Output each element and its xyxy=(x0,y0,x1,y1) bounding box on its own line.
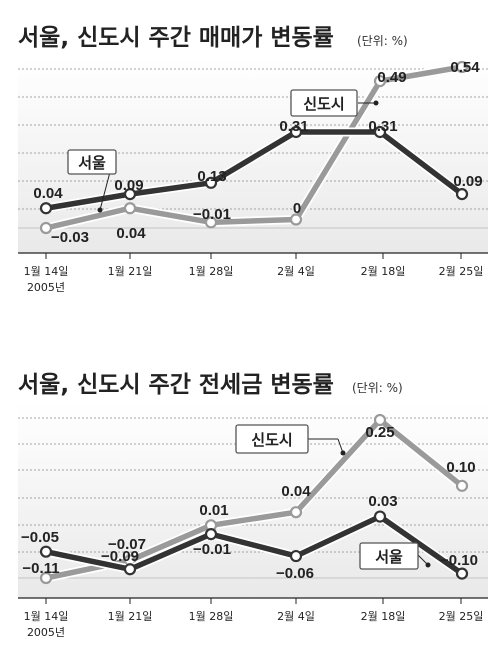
data-point xyxy=(39,571,53,585)
data-label: −0.09 xyxy=(101,548,139,565)
data-point xyxy=(204,176,218,189)
data-label: 0.13 xyxy=(197,168,226,185)
chart-2-value-labels: −0.11 −0.07 0.01 0.04 0.25 0.10 −0.05 −0.09 −0.0… xyxy=(21,424,478,582)
data-point xyxy=(455,60,469,74)
tick-label: 1월 21일 xyxy=(108,264,153,278)
data-label: −0.03 xyxy=(51,229,89,246)
data-point xyxy=(455,188,469,201)
tick-label: 1월 28일 xyxy=(189,264,234,278)
data-label: 0.04 xyxy=(116,225,146,242)
data-label: 0 xyxy=(293,200,301,217)
data-point xyxy=(39,202,53,215)
data-label: −0.06 xyxy=(276,565,314,582)
data-label: 0.01 xyxy=(199,502,228,519)
data-point xyxy=(289,549,303,563)
chart-1-legend-seoul: 서울 xyxy=(67,149,117,213)
data-point xyxy=(39,221,53,235)
data-point xyxy=(123,188,137,201)
legend-box xyxy=(290,89,358,117)
chart-2-legend-sindosi: 신도시 xyxy=(235,424,346,456)
tick-label: 1월 14일 xyxy=(24,264,69,278)
data-label: 0.03 xyxy=(368,493,397,510)
chart-2-unit: (단위: %) xyxy=(352,381,403,395)
tick-label: 2월 4일 xyxy=(277,264,315,278)
legend-connector xyxy=(99,171,111,211)
legend-label-sindosi: 신도시 xyxy=(303,95,344,113)
chart-1-series xyxy=(39,60,469,235)
data-point xyxy=(39,545,53,558)
chart-1-legend-sindosi: 신도시 xyxy=(290,89,379,117)
data-point xyxy=(123,563,137,576)
data-label: −0.01 xyxy=(193,206,231,223)
data-label: −0.01 xyxy=(193,541,231,558)
tick-label: 2월 25일 xyxy=(439,609,484,623)
chart-1-title: 서울, 신도시 주간 매매가 변동률 xyxy=(18,25,334,51)
chart-1-gridlines xyxy=(18,68,488,229)
legend-label-sindosi: 신도시 xyxy=(251,431,292,449)
tick-label: 2월 18일 xyxy=(361,264,406,278)
chart-2: 서울, 신도시 주간 전세금 변동률 (단위: %) −0.11 −0.07 0.0… xyxy=(18,372,488,639)
series-line-seoul xyxy=(45,129,464,211)
chart-1: 서울, 신도시 주간 매매가 변동률 (단위: %) −0.03 0.04−0.0… xyxy=(18,25,488,294)
data-point xyxy=(455,567,469,580)
data-label: 0.31 xyxy=(279,118,308,135)
legend-box xyxy=(235,424,309,454)
tick-label: 1월 28일 xyxy=(189,609,234,623)
legend-connector-dot xyxy=(373,100,379,106)
tick-label: 2월 25일 xyxy=(439,264,484,278)
chart-1-unit: (단위: %) xyxy=(357,34,408,48)
data-point xyxy=(289,213,303,226)
data-label: 0.04 xyxy=(33,185,63,202)
data-label: 0.25 xyxy=(365,424,394,441)
data-point xyxy=(373,125,387,139)
data-label: 0.04 xyxy=(281,483,311,500)
data-label: 0.49 xyxy=(377,69,406,86)
chart-2-series xyxy=(39,413,469,585)
data-label: 0.31 xyxy=(368,118,397,135)
legend-label-seoul: 서울 xyxy=(78,154,106,172)
chart-2-x-ticks: 1월 14일 1월 21일 1월 28일 2월 4일 2월 18일 2월 25일 xyxy=(24,598,484,623)
data-label: 0.54 xyxy=(450,59,480,76)
tick-label: 1월 21일 xyxy=(108,609,153,623)
data-point xyxy=(455,479,469,492)
legend-connector-dot xyxy=(340,450,346,456)
tick-label: 2월 18일 xyxy=(361,609,406,623)
data-label: 0.09 xyxy=(453,173,482,190)
data-point xyxy=(123,202,137,215)
data-label: 0.09 xyxy=(114,177,143,194)
legend-connector-dot xyxy=(97,207,103,213)
chart-1-x-ticks: 1월 14일 1월 21일 1월 28일 2월 4일 2월 18일 2월 25일 xyxy=(24,253,484,278)
data-label: −0.11 xyxy=(22,560,59,577)
legend-label-seoul: 서울 xyxy=(375,548,403,566)
legend-box xyxy=(67,149,117,175)
data-point xyxy=(373,75,387,88)
data-label: −0.05 xyxy=(21,529,59,546)
data-label: 0.10 xyxy=(446,459,475,476)
data-label: −0.07 xyxy=(108,536,146,553)
legend-box xyxy=(359,542,419,570)
data-point xyxy=(373,510,387,523)
data-point xyxy=(289,125,303,139)
tick-label: 1월 14일 xyxy=(24,609,69,623)
data-point xyxy=(204,528,218,541)
series-line-seoul xyxy=(45,513,464,576)
data-point xyxy=(204,216,218,229)
chart-2-title: 서울, 신도시 주간 전세금 변동률 xyxy=(18,372,334,398)
chart-1-value-labels: −0.03 0.04 −0.01 0 0.49 0.54 0.04 0.09 0.13 0.31 0… xyxy=(33,59,482,246)
data-point xyxy=(373,413,387,427)
tick-label: 2월 4일 xyxy=(277,609,315,623)
chart-2-year-label: 2005년 xyxy=(27,626,65,639)
chart-1-year-label: 2005년 xyxy=(27,281,65,294)
data-label: −0.10 xyxy=(440,552,478,569)
chart-2-legend-seoul: 서울 xyxy=(359,542,431,570)
legend-connector-dot xyxy=(425,562,431,568)
chart-2-gridlines xyxy=(18,417,488,579)
series-line-sindosi xyxy=(45,64,463,231)
data-point xyxy=(289,506,303,519)
